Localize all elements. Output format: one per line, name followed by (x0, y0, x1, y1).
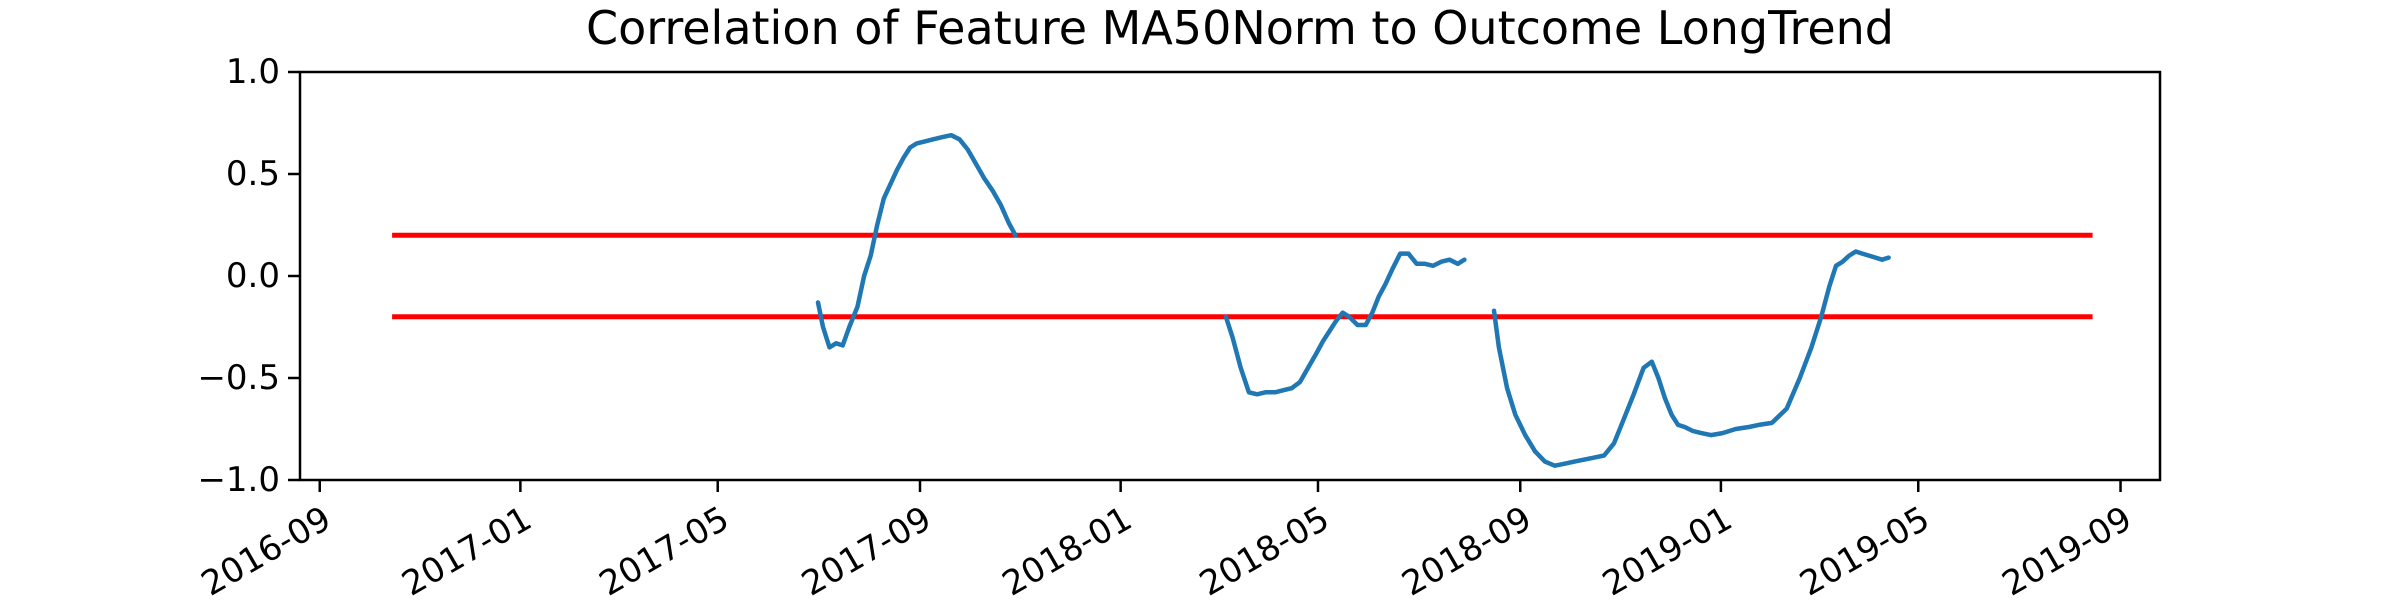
x-tick-label: 2017-09 (795, 499, 938, 600)
y-tick-label: 1.0 (226, 52, 280, 92)
x-tick-label: 2016-09 (195, 499, 338, 600)
y-tick-label: 0.0 (226, 256, 280, 296)
x-tick-label: 2019-09 (1996, 499, 2139, 600)
series-line-segment-3 (1491, 249, 1891, 468)
x-tick-label: 2017-01 (395, 499, 538, 600)
x-tick-label: 2018-01 (996, 499, 1139, 600)
x-tick-label: 2019-01 (1596, 499, 1739, 600)
plot-area (392, 132, 2093, 468)
x-tick-label: 2017-05 (593, 499, 736, 600)
x-tick-label: 2019-05 (1793, 499, 1936, 600)
axes-frame (298, 70, 2162, 482)
x-axis: 2016-09 2017-01 2017-05 2017-09 2018-01 2018-… (195, 480, 2139, 600)
y-tick-label: 0.5 (226, 154, 280, 194)
y-tick-label: −0.5 (197, 358, 280, 398)
y-tick-label: −1.0 (197, 460, 280, 500)
y-axis: 1.0 0.5 0.0 −0.5 −1.0 (197, 52, 300, 500)
x-tick-label: 2018-05 (1193, 499, 1336, 600)
x-tick-label: 2018-09 (1395, 499, 1538, 600)
series-line-segment-2 (1223, 251, 1467, 397)
chart-title: Correlation of Feature MA50Norm to Outco… (586, 1, 1894, 55)
series-line-segment-1 (815, 132, 1018, 350)
